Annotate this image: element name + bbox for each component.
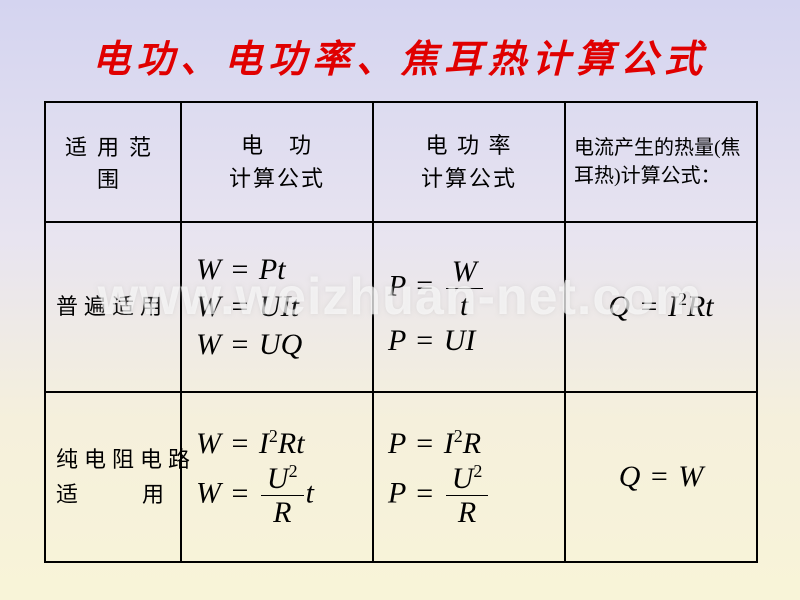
header-power-line1: 电 功 率 xyxy=(378,129,560,162)
formula-P-Wt: P = Wt xyxy=(388,255,550,322)
header-work: 电 功 计算公式 xyxy=(181,102,373,222)
cell-r1-power: P = Wt P = UI xyxy=(373,222,565,392)
header-work-line2: 计算公式 xyxy=(186,162,368,195)
formula-W-UIt: W = UIt xyxy=(196,288,358,326)
table-header-row: 适用范围 电 功 计算公式 电 功 率 计算公式 电流产生的热量(焦耳热)计算公… xyxy=(45,102,757,222)
formula-P-I2R: P = I2R xyxy=(388,425,550,463)
table-row: 纯电阻电路 适 用 W = I2Rt W = U2Rt P = I2R P = … xyxy=(45,392,757,562)
formula-W-Pt: W = Pt xyxy=(196,251,358,289)
formula-P-U2R: P = U2R xyxy=(388,462,550,529)
header-power: 电 功 率 计算公式 xyxy=(373,102,565,222)
header-power-line2: 计算公式 xyxy=(378,162,560,195)
cell-r2-heat: Q = W xyxy=(565,392,757,562)
row2-label: 纯电阻电路 适 用 xyxy=(45,392,181,562)
cell-r2-work: W = I2Rt W = U2Rt xyxy=(181,392,373,562)
header-heat: 电流产生的热量(焦耳热)计算公式： xyxy=(565,102,757,222)
formula-W-UQ: W = UQ xyxy=(196,326,358,364)
formula-P-UI: P = UI xyxy=(388,322,550,360)
formula-table-container: 适用范围 电 功 计算公式 电 功 率 计算公式 电流产生的热量(焦耳热)计算公… xyxy=(44,101,756,563)
table-row: 普遍适用 W = Pt W = UIt W = UQ P = Wt P = UI… xyxy=(45,222,757,392)
cell-r1-heat: Q = I2Rt xyxy=(565,222,757,392)
formula-W-I2Rt: W = I2Rt xyxy=(196,425,358,463)
formula-Q-W: Q = W xyxy=(580,458,742,496)
row2-label-line1: 纯电阻电路 xyxy=(56,442,170,477)
formula-Q-I2Rt: Q = I2Rt xyxy=(580,288,742,326)
row1-label: 普遍适用 xyxy=(45,222,181,392)
row2-label-line2: 适 用 xyxy=(56,477,170,512)
formula-table: 适用范围 电 功 计算公式 电 功 率 计算公式 电流产生的热量(焦耳热)计算公… xyxy=(44,101,758,563)
cell-r1-work: W = Pt W = UIt W = UQ xyxy=(181,222,373,392)
header-scope: 适用范围 xyxy=(45,102,181,222)
page-title: 电功、电功率、焦耳热计算公式 xyxy=(0,0,800,101)
formula-W-U2Rt: W = U2Rt xyxy=(196,462,358,529)
header-work-line1: 电 功 xyxy=(186,129,368,162)
cell-r2-power: P = I2R P = U2R xyxy=(373,392,565,562)
